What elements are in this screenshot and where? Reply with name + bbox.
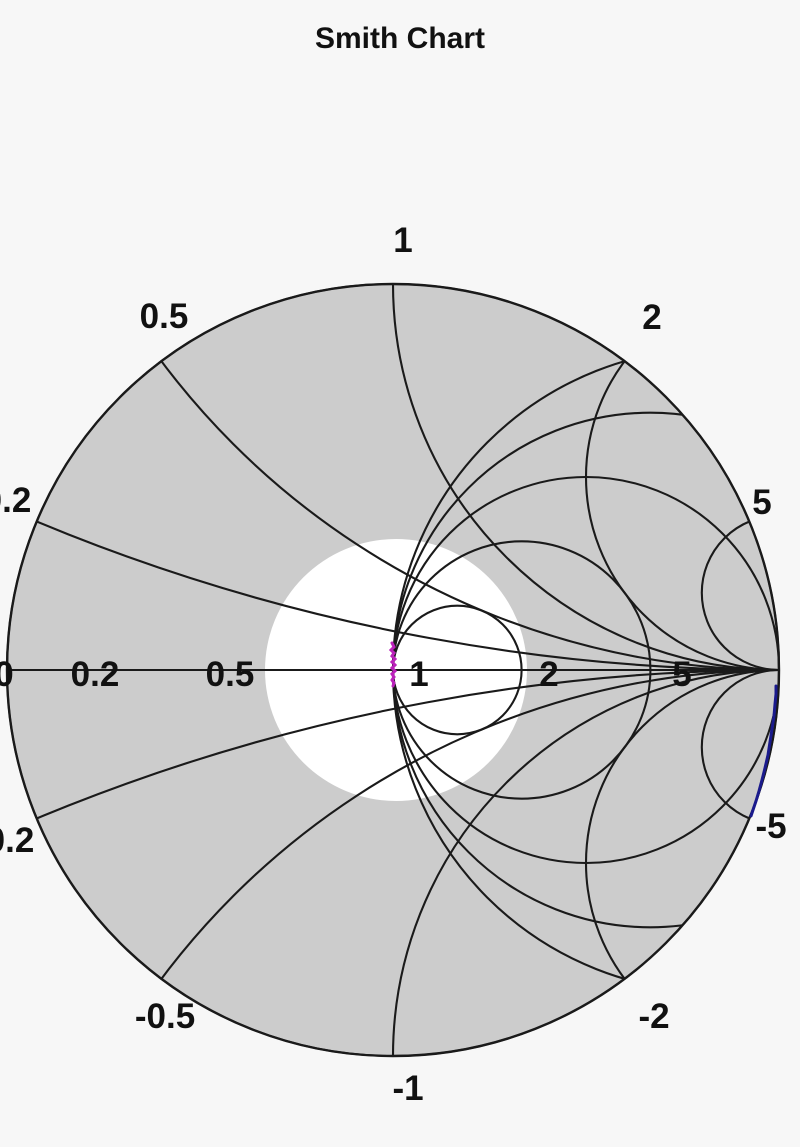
reactance-arc-2 <box>584 284 779 672</box>
tick-label-x-1: 1 <box>393 221 412 260</box>
tick-label-r-0: 0 <box>0 655 14 694</box>
tick-label-x--0.2: 0.2 <box>0 821 34 860</box>
tick-label-x-0.2: 0.2 <box>0 481 31 520</box>
tick-label-r-2: 2 <box>539 655 558 694</box>
tick-label-r-5: 5 <box>672 655 691 694</box>
tick-label-x-2: 2 <box>642 298 661 337</box>
tick-label-r-0.2: 0.2 <box>71 655 120 694</box>
tick-label-x-5: 5 <box>752 483 771 522</box>
tick-label-x--0.5: -0.5 <box>135 997 195 1036</box>
tick-label-x-0.5: 0.5 <box>140 297 189 336</box>
tick-label-x--2: -2 <box>638 997 669 1036</box>
tick-label-r-1: 1 <box>409 655 428 694</box>
tick-label-x--5: -5 <box>755 807 786 846</box>
reactance-arc--2 <box>584 668 779 1056</box>
data-trace-blue <box>749 684 778 818</box>
tick-label-r-0.5: 0.5 <box>206 655 255 694</box>
tick-label-x--1: -1 <box>392 1069 423 1108</box>
smith-outer-outline <box>5 282 781 1058</box>
data-trace-magenta <box>388 641 398 688</box>
page-title: Smith Chart <box>314 22 485 55</box>
